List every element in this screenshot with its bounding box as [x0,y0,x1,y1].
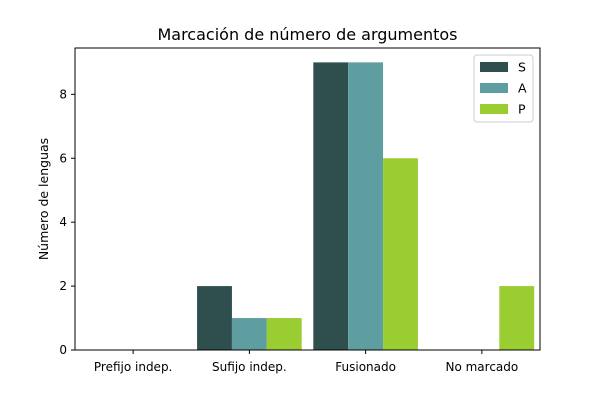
bar-s-3 [313,62,349,350]
bar-p-4 [499,286,535,350]
y-tick-label: 2 [59,279,67,293]
x-tick-label: Prefijo indep. [94,360,173,374]
chart-title: Marcación de número de argumentos [157,25,457,44]
bars [197,62,535,350]
bar-s-2 [197,286,232,350]
y-tick-label: 4 [59,215,67,229]
x-tick-label: Fusionado [335,360,396,374]
x-tick-label: No marcado [445,360,518,374]
legend-label-a: A [518,81,527,96]
y-tick-label: 8 [59,87,67,101]
y-tick-label: 0 [59,343,67,357]
legend-swatch-p [480,104,508,114]
legend-label-s: S [518,60,526,75]
y-axis-label: Número de lenguas [36,138,51,260]
y-axis: 0 2 4 6 8 [59,87,75,357]
bar-a-2 [231,318,267,350]
legend: SAP [473,54,534,123]
legend-swatch-a [480,83,508,93]
legend-swatch-s [480,62,508,72]
bar-a-3 [348,62,384,350]
bar-p-3 [383,158,418,350]
legend-label-p: P [518,102,526,117]
bar-p-2 [266,318,302,350]
y-tick-label: 6 [59,151,67,165]
x-axis: Prefijo indep. Sufijo indep. Fusionado No m… [94,350,518,374]
plot-frame [74,47,541,351]
x-tick-label: Sufijo indep. [212,360,287,374]
